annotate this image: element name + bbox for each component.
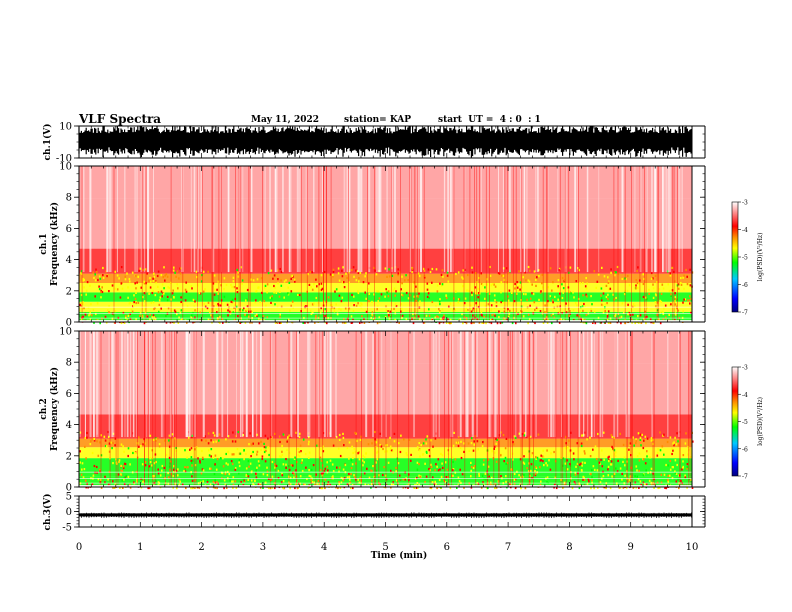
ch3-waveform-ylabel: ch.3(V): [42, 494, 53, 531]
ch2-colorbar-tick: -7: [742, 474, 748, 481]
x-tick-label: 7: [505, 542, 511, 553]
x-tick-label: 8: [566, 542, 572, 553]
ch2-spectrogram-ytick-label: 2: [66, 451, 72, 462]
svg-text:log(PSD)(V²/Hz): log(PSD)(V²/Hz): [757, 233, 764, 282]
ch1-spectrogram-ytick-label: 8: [66, 193, 72, 204]
svg-text:log(PSD)(V²/Hz): log(PSD)(V²/Hz): [757, 397, 764, 446]
x-tick-label: 0: [76, 542, 82, 553]
ch2-colorbar: [731, 366, 739, 477]
ch1-spectrogram-image: [79, 166, 694, 325]
ch1-spectrogram-band: [79, 166, 692, 199]
ch1-spectrogram-ytick-label: 0: [66, 318, 72, 329]
ch1-spectrogram-ytick-label: 4: [66, 255, 72, 266]
ch2-spectrogram-image: [79, 331, 694, 490]
chart-title: VLF Spectra: [79, 112, 162, 126]
ch2-spectrogram-ytick-label: 6: [66, 389, 72, 400]
ch3-waveform-ylabel-line: ch.3(V): [42, 494, 53, 531]
x-tick-label: 6: [444, 542, 450, 553]
ch1-colorbar-tick: -5: [742, 255, 748, 262]
x-tick-label: 4: [321, 542, 327, 553]
ch1-colorbar-label: log(PSD)(V²/Hz): [757, 233, 764, 282]
ch2-spectrogram-band: [79, 458, 692, 468]
ch3-waveform-trace: [78, 512, 692, 518]
ch3-waveform-ytick-label: 0: [66, 507, 72, 518]
ch1-colorbar: [731, 201, 739, 313]
ch2-spectrogram-ylabel-line: ch.2: [39, 398, 49, 419]
x-tick-label: 9: [628, 542, 634, 553]
ch1-colorbar-tick: -4: [742, 227, 748, 234]
x-tick-label: 10: [686, 542, 699, 553]
ch1-colorbar-tick: -3: [742, 200, 748, 207]
x-tick-label: 3: [260, 542, 266, 553]
ch2-spectrogram-ytick-label: 10: [59, 327, 72, 338]
ch2-spectrogram-ytick-label: 0: [66, 483, 72, 494]
ch3-waveform-ytick-label: -5: [62, 523, 72, 534]
ch1-waveform-trace: [78, 126, 692, 158]
ch1-spectrogram-ylabel-line: Frequency (kHz): [49, 202, 60, 286]
ch2-spectrogram-ylabel: ch.2 Frequency (kHz): [39, 367, 60, 451]
ch2-spectrogram-ytick-label: 8: [66, 358, 72, 369]
ch1-waveform-ylabel-line: ch.1(V): [42, 124, 53, 161]
ch1-colorbar-tick: -6: [742, 282, 748, 289]
ch1-colorbar-tick: -7: [742, 310, 748, 317]
x-axis-title: Time (min): [371, 550, 428, 561]
ch2-spectrogram-ylabel-line: Frequency (kHz): [49, 367, 60, 451]
ch2-colorbar-tick: -4: [742, 392, 748, 399]
ch2-colorbar-tick: -5: [742, 419, 748, 426]
ch1-spectrogram-ytick-label: 2: [66, 286, 72, 297]
ch1-spectrogram-ytick-label: 6: [66, 224, 72, 235]
x-tick-label: 2: [198, 542, 204, 553]
ch2-colorbar-tick: -6: [742, 446, 748, 453]
ch1-spectrogram-band: [79, 273, 692, 283]
date-label: May 11, 2022: [251, 115, 319, 125]
ch3-waveform-ytick-label: 5: [66, 492, 72, 503]
ch1-spectrogram-ylabel: ch.1 Frequency (kHz): [39, 202, 60, 286]
ch2-spectrogram-band: [79, 438, 692, 448]
station-label: station= KAP: [344, 115, 412, 125]
ch1-spectrogram-band: [79, 198, 692, 249]
ch1-waveform-ytick-label: -10: [56, 154, 72, 165]
ch1-spectrogram-ytick-label: 10: [59, 162, 72, 173]
ch1-waveform-ytick-label: 10: [59, 122, 72, 133]
ch1-spectrogram-ylabel-line: ch.1: [39, 233, 49, 254]
ch1-waveform-ylabel: ch.1(V): [42, 124, 53, 161]
ch2-colorbar-label: log(PSD)(V²/Hz): [757, 397, 764, 446]
ch2-colorbar-tick: -3: [742, 365, 748, 372]
x-tick-label: 5: [382, 542, 388, 553]
ch2-spectrogram-band: [79, 476, 692, 487]
x-tick-label: 1: [137, 542, 143, 553]
ch1-spectrogram-band: [79, 283, 692, 293]
start-time-label: start UT = 4 : 0 : 1: [438, 115, 541, 125]
ch2-spectrogram-ytick-label: 4: [66, 420, 72, 431]
